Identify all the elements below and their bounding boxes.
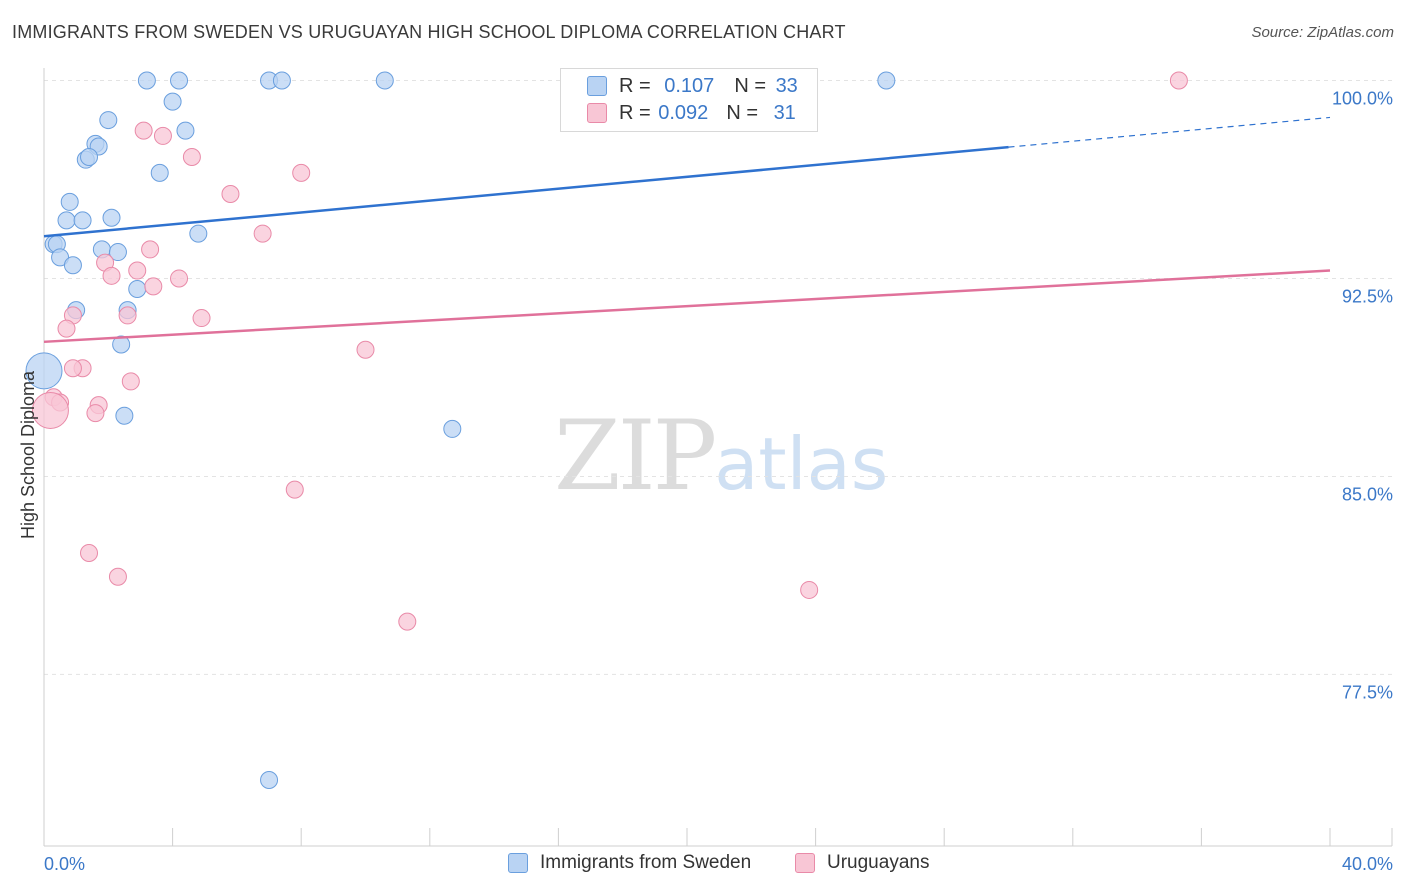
uruguayans-swatch [795,853,815,873]
n-label: N = [726,101,758,124]
point-uruguayans [398,612,417,631]
trend-lines [43,116,1331,344]
r-label: R = [619,74,651,97]
watermark-zip: ZIP [554,400,717,512]
point-uruguayans [141,240,160,259]
trend-sweden [43,145,1009,238]
point-uruguayans [192,309,211,328]
point-uruguayans [121,372,140,391]
uruguayans-swatch [587,103,607,123]
point-uruguayans [128,261,147,280]
n-value: 33 [775,74,798,97]
point-uruguayans [118,306,137,325]
n-value: 31 [773,101,796,124]
point-uruguayans [170,269,189,288]
axes [43,68,1393,847]
r-value: 0.107 [664,74,715,97]
n-label: N = [734,74,766,97]
point-uruguayans [1169,71,1188,90]
point-sweden [272,71,291,90]
point-sweden [163,92,182,111]
x-tick-label: 40.0% [1342,854,1393,874]
trend-uruguayans [43,269,1331,344]
point-sweden [25,352,63,390]
sweden-swatch [508,853,528,873]
watermark: ZIPatlas [554,400,888,512]
point-uruguayans [80,543,99,562]
x-tick-label: 0.0% [44,854,85,874]
point-uruguayans [800,580,819,599]
stats-row-sweden: R = 0.107 N = 33 [587,73,798,99]
point-uruguayans [182,148,201,167]
point-sweden [260,771,279,790]
y-tick-label: 100.0% [1332,88,1393,108]
point-sweden [112,335,131,354]
legend-label: Immigrants from Sweden [540,852,752,873]
point-uruguayans [108,567,127,586]
point-sweden [189,224,208,243]
data-points [25,71,1188,790]
point-uruguayans [356,340,375,359]
y-tick-label: 92.5% [1342,286,1393,306]
chart-title: IMMIGRANTS FROM SWEDEN VS URUGUAYAN HIGH… [12,22,846,42]
legend-item-uruguayans[interactable]: Uruguayans [795,852,929,874]
point-uruguayans [221,184,240,203]
point-uruguayans [153,126,172,145]
trend-sweden-extrapolated [1008,116,1331,148]
point-sweden [51,248,70,267]
r-label: R = [619,101,651,124]
point-sweden [115,406,134,425]
axis-labels: 77.5% 85.0% 92.5% 100.0% 0.0% 40.0% High Schoo… [18,88,1393,874]
y-tick-label: 77.5% [1342,682,1393,702]
point-sweden [150,163,169,182]
point-sweden [60,192,79,211]
point-sweden [176,121,195,140]
point-uruguayans [57,319,76,338]
point-sweden [170,71,189,90]
point-sweden [108,243,127,262]
point-sweden [102,208,121,227]
point-uruguayans [285,480,304,499]
point-sweden [99,111,118,130]
sweden-swatch [587,76,607,96]
stats-legend: R = 0.107 N = 33 R = 0.092 N = 31 [560,68,818,132]
point-uruguayans [134,121,153,140]
grid-lines [44,79,1392,675]
point-uruguayans [292,163,311,182]
y-tick-label: 85.0% [1342,484,1393,504]
point-uruguayans [102,266,121,285]
watermark-atlas: atlas [714,422,889,506]
point-sweden [80,148,99,167]
series-legend: Immigrants from Sweden Uruguayans [0,852,1406,876]
y-axis-title: High School Diploma [18,370,38,539]
point-uruguayans [86,404,105,423]
legend-item-sweden[interactable]: Immigrants from Sweden [508,852,751,874]
point-sweden [57,211,76,230]
point-sweden [137,71,156,90]
point-uruguayans [63,359,82,378]
r-value: 0.092 [658,101,709,124]
source-label: Source: ZipAtlas.com [1251,24,1394,41]
point-uruguayans [253,224,272,243]
point-uruguayans [144,277,163,296]
point-sweden [73,211,92,230]
stats-row-uruguayans: R = 0.092 N = 31 [587,100,796,126]
point-sweden [877,71,896,90]
point-sweden [128,280,147,299]
point-sweden [63,256,82,275]
point-sweden [443,419,462,438]
point-sweden [375,71,394,90]
legend-label: Uruguayans [827,852,930,873]
point-uruguayans [31,391,69,429]
